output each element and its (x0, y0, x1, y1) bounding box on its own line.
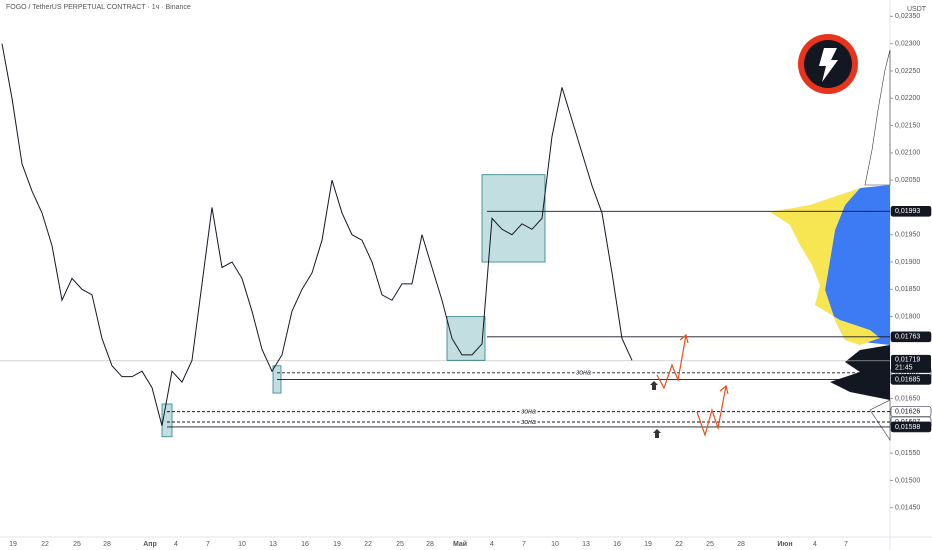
y-tick-label: 0,01500 (895, 477, 920, 484)
price-label: 0,01993 (895, 208, 920, 215)
x-tick-label: 25 (396, 541, 404, 548)
zone-label-bg (574, 369, 593, 376)
x-tick-label: 16 (301, 541, 309, 548)
x-tick-label: 7 (206, 541, 210, 548)
x-tick-label: Май (453, 540, 467, 548)
x-tick-label: 25 (706, 541, 714, 548)
projection-upper (656, 334, 687, 390)
price-label: 0,01685 (895, 376, 920, 383)
zone-box (446, 316, 486, 361)
price-label-bg (890, 331, 932, 343)
zone-box (161, 403, 173, 438)
y-tick-label: 0,02200 (895, 95, 920, 102)
arrow-head (679, 333, 689, 344)
price-line (1, 43, 633, 426)
current-price-label: 0,01719 (895, 357, 920, 364)
x-tick-label: 22 (675, 541, 683, 548)
x-tick-label: Апр (143, 541, 157, 548)
x-tick-label: 25 (73, 541, 81, 548)
x-tick-label: 19 (644, 541, 652, 548)
y-tick-label: 0,02100 (895, 150, 920, 157)
up-icon (650, 381, 658, 390)
price-label-bg (890, 421, 932, 433)
arrow-head (719, 384, 729, 395)
x-tick-label: 19 (333, 541, 341, 548)
zone-box (481, 174, 546, 263)
y-tick-label: 0,02050 (895, 177, 920, 184)
x-tick-label: 22 (41, 541, 49, 548)
profile-value-area-yellow (770, 188, 880, 345)
x-tick-label: Июн (777, 541, 792, 548)
x-tick-label: 7 (844, 541, 848, 548)
zone-label-bg (519, 408, 538, 415)
x-tick-label: 22 (364, 541, 372, 548)
x-tick-label: 10 (238, 541, 246, 548)
price-label: 0,01626 (895, 408, 920, 415)
x-tick-label: 28 (426, 541, 434, 548)
price-label-bg (890, 374, 932, 385)
x-tick-label: 13 (269, 541, 277, 548)
y-tick-label: 0,02150 (895, 122, 920, 129)
x-tick-label: 7 (522, 541, 526, 548)
x-tick-label: 16 (613, 541, 621, 548)
x-tick-label: 10 (551, 541, 559, 548)
y-tick-label: 0,01800 (895, 313, 920, 320)
x-tick-label: 13 (582, 541, 590, 548)
logo-bolt (819, 48, 838, 82)
y-tick-label: 0,01450 (895, 505, 920, 512)
profile-value-area (825, 185, 890, 345)
current-price-bg (891, 354, 931, 373)
logo (798, 34, 858, 94)
zone-label: зона (520, 419, 536, 426)
y-tick-label: 0,02300 (895, 41, 920, 48)
zone-label-bg (519, 418, 538, 425)
price-label-bg (890, 406, 932, 417)
price-label: 0,01697 (895, 370, 920, 377)
y-tick-label: 0,02350 (895, 13, 920, 20)
price-label: 0,01763 (895, 334, 920, 341)
volume-profile (770, 49, 891, 441)
plot-area: зона зона зона (0, 43, 890, 438)
price-label: 0,01598 (895, 424, 920, 431)
price-label-bg (890, 205, 932, 217)
zone-label: зона (520, 408, 536, 415)
chart-title: FOGO / TetherUS PERPETUAL CONTRACT · 1ч … (6, 4, 191, 11)
x-tick-label: 4 (813, 541, 817, 548)
currency: USDT (907, 6, 927, 13)
y-tick-label: 0,02250 (895, 68, 920, 75)
x-tick-label: 28 (737, 541, 745, 548)
x-tick-label: 28 (103, 541, 111, 548)
x-tick-label: 4 (174, 541, 178, 548)
x-tick-label: 4 (490, 541, 494, 548)
zone-label: зона (575, 370, 591, 377)
countdown: 21:45 (895, 365, 913, 372)
y-tick-label: 0,01850 (895, 286, 920, 293)
y-tick-label: 0,01550 (895, 450, 920, 457)
y-tick-label: 0,01650 (895, 395, 920, 402)
projection-lower (696, 385, 727, 438)
projection-arrows (650, 333, 729, 438)
y-tick-label: 0,01900 (895, 259, 920, 266)
y-tick-label: 0,01950 (895, 232, 920, 239)
x-tick-label: 19 (9, 541, 17, 548)
up-icon (653, 429, 661, 438)
